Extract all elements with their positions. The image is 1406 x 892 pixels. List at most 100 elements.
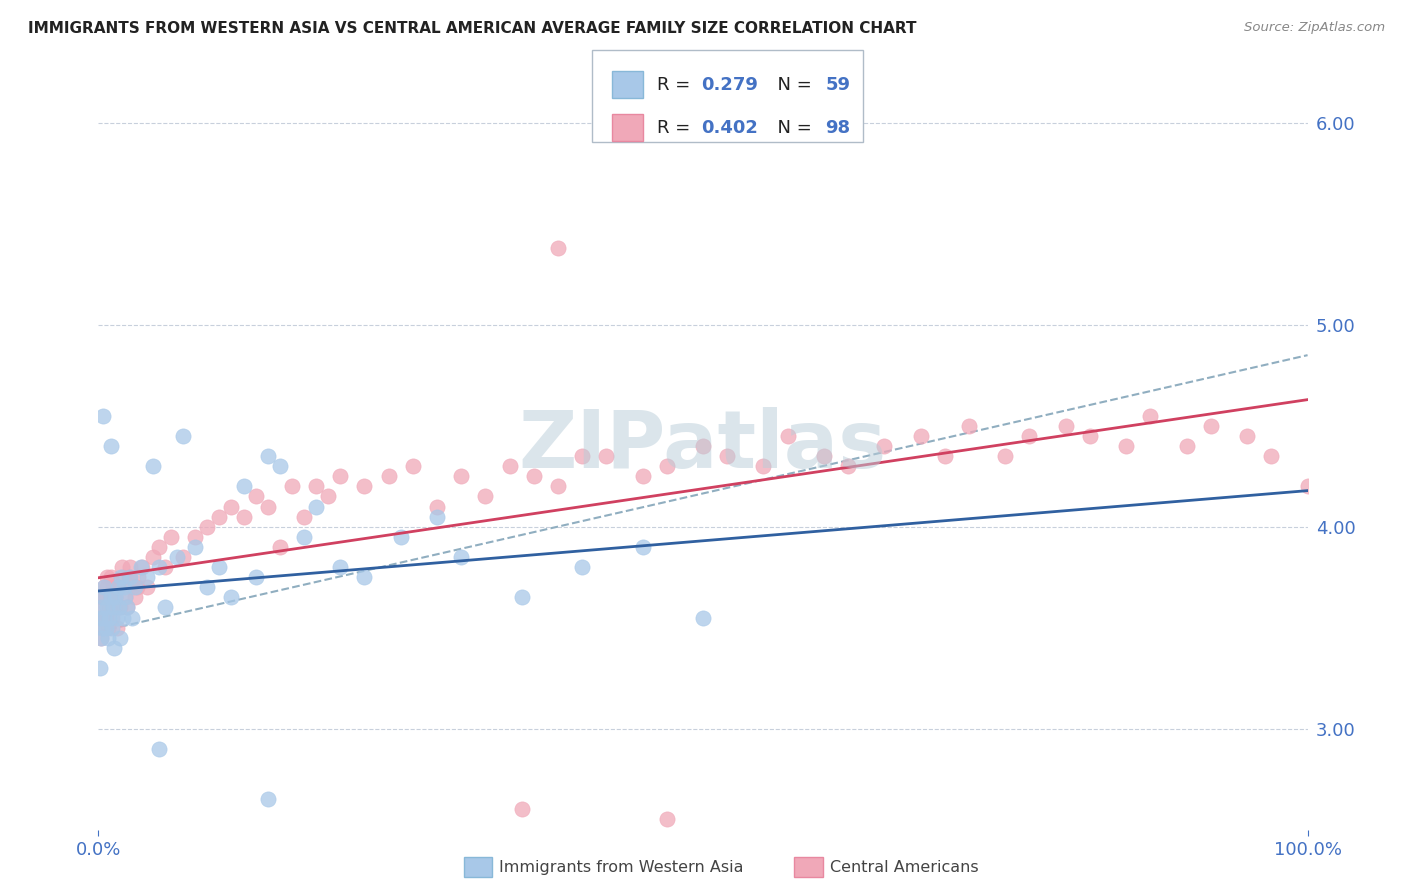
Point: [100, 439, 122, 453]
Point: [1199, 418, 1222, 433]
Point: [91, 591, 114, 605]
Point: [256, 500, 278, 514]
Point: [523, 469, 546, 483]
Point: [108, 600, 131, 615]
Point: [269, 459, 291, 474]
Point: [107, 580, 129, 594]
Point: [124, 580, 146, 594]
Point: [692, 610, 714, 624]
Point: [353, 479, 375, 493]
Point: [114, 591, 136, 605]
Point: [96, 600, 118, 615]
Point: [90, 631, 112, 645]
Point: [160, 530, 183, 544]
Point: [692, 439, 714, 453]
Point: [910, 429, 932, 443]
Point: [256, 792, 278, 806]
Point: [166, 549, 188, 564]
Point: [426, 509, 449, 524]
Point: [631, 469, 654, 483]
Point: [316, 490, 339, 504]
Point: [107, 580, 129, 594]
Point: [142, 459, 165, 474]
Point: [100, 610, 122, 624]
Point: [89, 610, 111, 624]
Point: [510, 591, 533, 605]
Point: [148, 560, 170, 574]
Point: [129, 560, 152, 574]
Point: [571, 449, 593, 463]
Point: [153, 600, 176, 615]
Point: [131, 560, 153, 574]
Point: [655, 459, 678, 474]
Point: [93, 610, 115, 624]
Point: [148, 741, 170, 756]
Point: [402, 459, 425, 474]
Point: [934, 449, 956, 463]
Point: [111, 610, 134, 624]
Point: [93, 580, 115, 594]
Point: [172, 429, 194, 443]
Point: [195, 520, 218, 534]
Point: [547, 479, 569, 493]
Point: [94, 610, 117, 624]
Point: [100, 621, 122, 635]
Point: [595, 449, 617, 463]
Point: [208, 509, 231, 524]
Point: [655, 813, 678, 827]
Point: [108, 600, 131, 615]
Point: [571, 560, 593, 574]
Point: [112, 580, 135, 594]
Point: [353, 570, 375, 584]
Text: 0.402: 0.402: [702, 119, 758, 136]
Point: [245, 570, 267, 584]
Point: [90, 631, 112, 645]
Point: [89, 661, 111, 675]
Point: [184, 540, 207, 554]
Point: [105, 610, 128, 624]
Text: ZIPatlas: ZIPatlas: [519, 407, 887, 485]
Point: [97, 631, 120, 645]
Point: [873, 439, 896, 453]
Point: [114, 591, 136, 605]
Point: [135, 580, 157, 594]
Point: [94, 610, 117, 624]
Text: R =: R =: [657, 76, 696, 94]
Point: [498, 459, 520, 474]
Point: [1018, 429, 1040, 443]
Text: 59: 59: [825, 76, 851, 94]
Point: [256, 449, 278, 463]
Point: [450, 469, 472, 483]
Text: 0.279: 0.279: [702, 76, 758, 94]
Point: [377, 469, 399, 483]
Point: [245, 490, 267, 504]
Point: [101, 600, 124, 615]
Point: [103, 600, 125, 615]
Point: [221, 591, 243, 605]
Point: [716, 449, 738, 463]
Point: [547, 241, 569, 255]
Point: [329, 560, 352, 574]
Point: [153, 560, 176, 574]
Point: [1139, 409, 1161, 423]
Point: [104, 591, 127, 605]
Text: N =: N =: [766, 119, 818, 136]
Point: [124, 591, 146, 605]
Point: [108, 631, 131, 645]
Point: [118, 570, 141, 584]
Point: [172, 549, 194, 564]
Point: [110, 570, 132, 584]
Point: [111, 560, 134, 574]
Point: [776, 429, 799, 443]
Point: [837, 459, 859, 474]
Point: [89, 600, 111, 615]
Point: [269, 540, 291, 554]
Point: [91, 621, 114, 635]
Point: [100, 591, 122, 605]
Point: [97, 621, 120, 635]
Point: [957, 418, 980, 433]
Point: [100, 570, 122, 584]
Point: [450, 549, 472, 564]
Point: [389, 530, 412, 544]
Point: [1236, 429, 1258, 443]
